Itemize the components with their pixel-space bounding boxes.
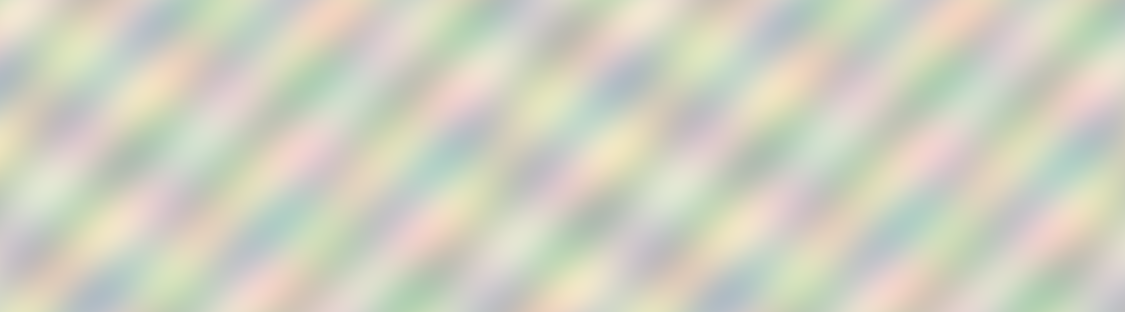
Text: for generating pseudorandom signals (International Journal of Circuit Theory and: for generating pseudorandom signals (Int…	[45, 61, 912, 79]
Text: $f(y) = \dfrac{y}{\mu}\,\mathrm{exp}^{-y^2/(2\mu)}\quad (y>0)$: $f(y) = \dfrac{y}{\mu}\,\mathrm{exp}^{-y…	[73, 200, 362, 243]
Text: May/June, 1990). The intensity of the signal (voltage), y, is modeled using the : May/June, 1990). The intensity of the si…	[45, 106, 949, 124]
Text: Find the density function of the random variable X = y². Can you name the distri: Find the density function of the random …	[45, 272, 854, 290]
Text: distribution with mean μ. This continuous distribution has density function:: distribution with mean μ. This continuou…	[45, 151, 735, 169]
Text: $\bullet$: $\bullet$	[45, 200, 58, 224]
Text: 2)- Researchers at the University of California (Berkeley) have developed a swit: 2)- Researchers at the University of Cal…	[45, 16, 976, 34]
